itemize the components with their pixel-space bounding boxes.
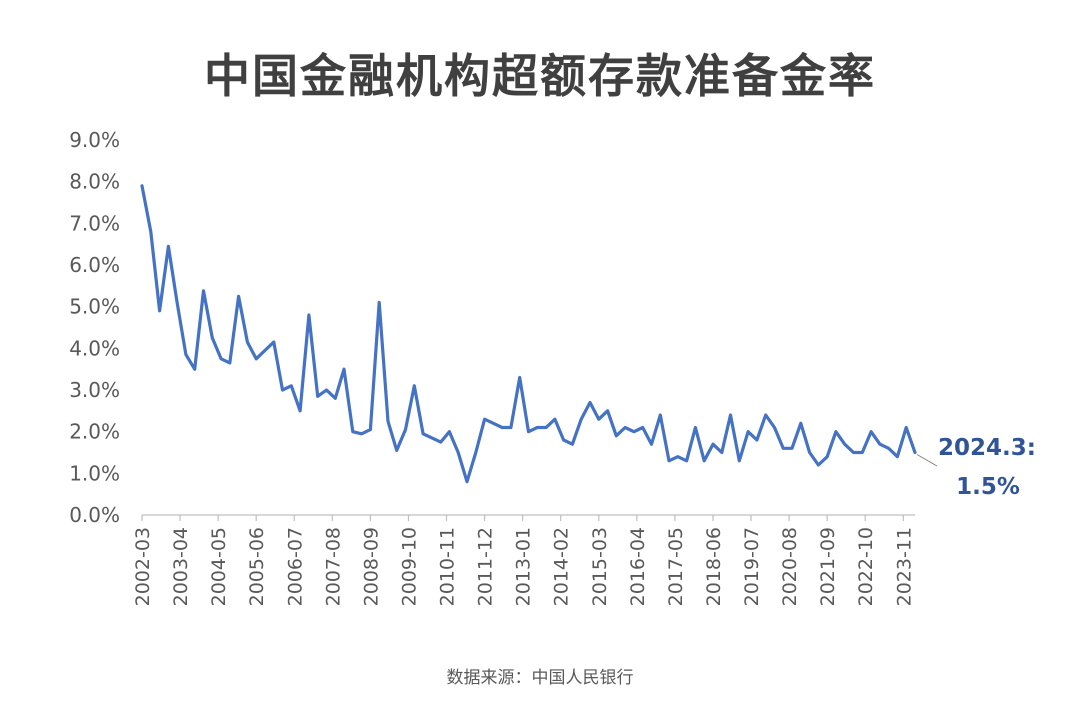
y-tick-label: 0.0% [69,503,120,527]
x-tick-label: 2007-08 [322,527,344,606]
y-tick-label: 6.0% [69,253,120,277]
x-tick-label: 2022-10 [855,527,877,606]
y-tick-label: 5.0% [69,295,120,319]
x-tick-label: 2020-08 [779,527,801,606]
x-tick-label: 2021-09 [817,527,839,606]
x-tick-label: 2013-01 [513,527,535,606]
x-tick-label: 2003-04 [170,527,192,606]
y-tick-label: 9.0% [69,128,120,152]
annotation-date-label: 2024.3: [938,435,1036,461]
x-tick-label: 2010-11 [437,527,459,606]
x-tick-label: 2011-12 [475,527,497,606]
y-tick-label: 2.0% [69,420,120,444]
x-tick-label: 2018-06 [703,527,725,606]
x-tick-label: 2017-05 [665,527,687,606]
x-tick-label: 2015-03 [589,527,611,606]
y-tick-label: 7.0% [69,211,120,235]
x-tick-label: 2004-05 [208,527,230,606]
y-tick-label: 3.0% [69,378,120,402]
x-tick-label: 2005-06 [246,527,268,606]
y-tick-label: 4.0% [69,336,120,360]
x-tick-label: 2009-10 [398,527,420,606]
series-line [140,184,917,484]
source-note: 数据来源：中国人民银行 [446,668,634,688]
x-tick-label: 2008-09 [360,527,382,606]
x-axis: 2002-03 2003-04 2004-05 2005-06 2006-07 2007-… [132,514,915,606]
y-tick-label: 8.0% [69,170,120,194]
annotation-value-label: 1.5% [956,474,1020,500]
x-tick-label: 2006-07 [284,527,306,606]
x-tick-label: 2014-02 [551,527,573,606]
x-tick-label: 2002-03 [132,527,154,606]
series-layer [140,184,917,484]
chart-title: 中国金融机构超额存款准备金率 [204,49,876,103]
y-tick-label: 1.0% [69,461,120,485]
annotation-layer: 2024.3: 1.5% [916,435,1036,500]
annotation-leader-line [916,454,938,467]
x-tick-label: 2023-11 [893,527,915,606]
y-axis: 0.0% 1.0% 2.0% 3.0% 4.0% 5.0% 6.0% 7.0% 8.0% 9.0% [69,128,120,527]
x-tick-label: 2016-04 [627,527,649,606]
x-tick-label: 2019-07 [741,527,763,606]
